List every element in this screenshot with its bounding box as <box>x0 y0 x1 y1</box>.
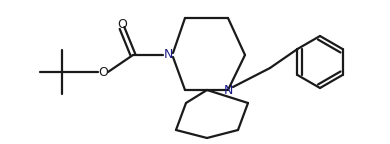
Text: N: N <box>223 84 233 96</box>
Text: O: O <box>98 66 108 78</box>
Text: N: N <box>163 49 173 61</box>
Text: O: O <box>117 18 127 32</box>
